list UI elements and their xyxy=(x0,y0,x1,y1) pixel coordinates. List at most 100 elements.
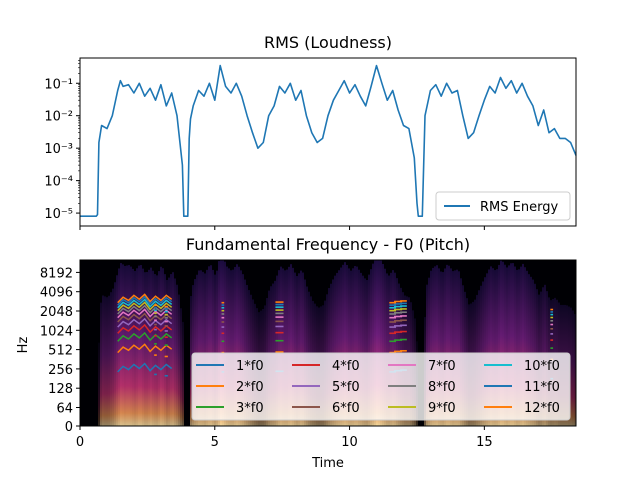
spectrogram-column xyxy=(500,260,502,426)
f0-legend-label: 3*f0 xyxy=(236,401,264,416)
f0-x-tick-label: 15 xyxy=(476,435,493,450)
spectrogram-column xyxy=(236,264,238,426)
spectrogram-column xyxy=(488,269,490,426)
f0-plot-frame xyxy=(79,259,577,427)
spectrogram-column xyxy=(124,265,126,426)
f0-harmonic-10-line xyxy=(117,298,173,309)
spectrogram-column xyxy=(450,268,452,426)
spectrogram-column xyxy=(198,270,200,426)
spectrogram-column xyxy=(374,260,376,426)
spectrogram-column xyxy=(180,308,182,426)
spectrogram-column xyxy=(218,261,220,426)
spectrogram-column xyxy=(360,272,362,426)
spectrogram-column xyxy=(292,267,294,426)
spectrogram-column xyxy=(486,273,488,426)
rms-y-tick-label: 10⁻⁵ xyxy=(44,207,73,222)
f0-x-axis: 0 5 10 15 xyxy=(76,426,493,450)
spectrogram-column xyxy=(352,268,354,426)
spectrogram-column xyxy=(210,265,212,426)
spectrogram-column xyxy=(444,268,446,426)
spectrogram-column xyxy=(350,270,352,426)
f0-legend: 1*f0 2*f0 3*f0 4*f0 5*f0 6*f0 7*f0 8*f0 9*f0 10*f… xyxy=(191,352,571,421)
spectrogram-column xyxy=(502,261,504,426)
spectrogram-column xyxy=(496,269,498,426)
spectrogram-column xyxy=(376,260,378,426)
spectrogram-column xyxy=(448,265,450,426)
rms-y-tick-label: 10⁻¹ xyxy=(44,77,73,92)
spectrogram-column xyxy=(232,269,234,426)
f0-legend-label: 8*f0 xyxy=(428,380,456,395)
spectrogram-column xyxy=(108,295,110,426)
f0-y-tick-label: 512 xyxy=(48,344,73,359)
spectrogram-column xyxy=(456,269,458,426)
f0-harmonic-11-line xyxy=(117,295,173,306)
f0-y-tick-label: 8192 xyxy=(40,266,73,281)
rms-y-axis: 10⁻⁵ 10⁻⁴ 10⁻³ 10⁻² 10⁻¹ xyxy=(44,60,80,222)
spectrogram-column xyxy=(148,269,150,426)
spectrogram-column xyxy=(346,265,348,426)
f0-harmonic-8-line xyxy=(117,304,173,315)
spectrogram-column xyxy=(516,269,518,426)
spectrogram-column xyxy=(572,310,574,426)
spectrogram-column xyxy=(492,268,494,426)
spectrogram-column xyxy=(340,267,342,426)
spectrogram-column xyxy=(182,321,184,426)
spectrogram-column xyxy=(154,274,156,426)
spectrogram-column xyxy=(204,273,206,426)
spectrogram-column xyxy=(226,266,228,426)
spectrogram-column xyxy=(368,274,370,426)
spectrogram-column xyxy=(230,270,232,426)
spectrogram-column xyxy=(458,271,460,426)
spectrogram-column xyxy=(460,278,462,426)
spectrogram-column xyxy=(284,270,286,426)
spectrogram-column xyxy=(174,278,176,426)
f0-chart: 0 64 128 256 512 1024 2048 4096 8192 0 5 10 15 Hz T… xyxy=(16,259,577,471)
spectrogram-column xyxy=(282,268,284,426)
spectrogram-column xyxy=(162,268,164,426)
spectrogram-column xyxy=(276,275,278,426)
spectrogram-column xyxy=(442,272,444,426)
spectrogram-column xyxy=(120,263,122,426)
spectrogram-column xyxy=(388,275,390,426)
rms-chart-title: RMS (Loudness) xyxy=(264,33,392,52)
spectrogram-column xyxy=(206,269,208,426)
f0-legend-box xyxy=(191,352,571,421)
spectrogram-column xyxy=(364,278,366,426)
rms-energy-line xyxy=(80,64,577,217)
spectrogram-column xyxy=(382,264,384,426)
spectrogram-column xyxy=(106,297,108,426)
f0-harmonic-9-line xyxy=(117,301,173,312)
spectrogram-column xyxy=(518,269,520,426)
spectrogram-column xyxy=(298,273,300,426)
spectrogram-column xyxy=(114,282,116,426)
f0-x-tick-label: 5 xyxy=(211,435,219,450)
spectrogram-column xyxy=(168,277,170,426)
f0-legend-label: 5*f0 xyxy=(332,380,360,395)
spectrogram-column xyxy=(504,264,506,426)
f0-y-tick-label: 2048 xyxy=(40,305,73,320)
rms-plot-frame xyxy=(79,57,577,227)
spectrogram-column xyxy=(134,270,136,426)
spectrogram-column xyxy=(514,266,516,426)
spectrogram-column xyxy=(142,268,144,426)
f0-harmonic-12-line xyxy=(117,293,173,304)
f0-legend-label: 4*f0 xyxy=(332,359,360,374)
spectrogram-column xyxy=(438,268,440,426)
spectrogram-column xyxy=(530,276,532,426)
f0-chart-title: Fundamental Frequency - F0 (Pitch) xyxy=(186,235,470,254)
f0-y-axis-label: Hz xyxy=(16,337,31,354)
spectrogram-column xyxy=(454,270,456,426)
spectrogram-column xyxy=(526,270,528,426)
spectrogram-column xyxy=(240,270,242,426)
spectrogram-column xyxy=(528,274,530,426)
spectrogram-column xyxy=(428,277,430,426)
spectrogram-column xyxy=(506,267,508,426)
spectrogram-column xyxy=(520,266,522,426)
spectrogram-column xyxy=(100,302,102,426)
spectrogram-column xyxy=(280,266,282,426)
f0-harmonic-3-line xyxy=(117,331,173,342)
spectrogram-column xyxy=(242,274,244,426)
f0-y-tick-label: 4096 xyxy=(40,286,73,301)
spectrogram-column xyxy=(294,272,296,426)
f0-harmonic-5-line xyxy=(117,317,173,328)
